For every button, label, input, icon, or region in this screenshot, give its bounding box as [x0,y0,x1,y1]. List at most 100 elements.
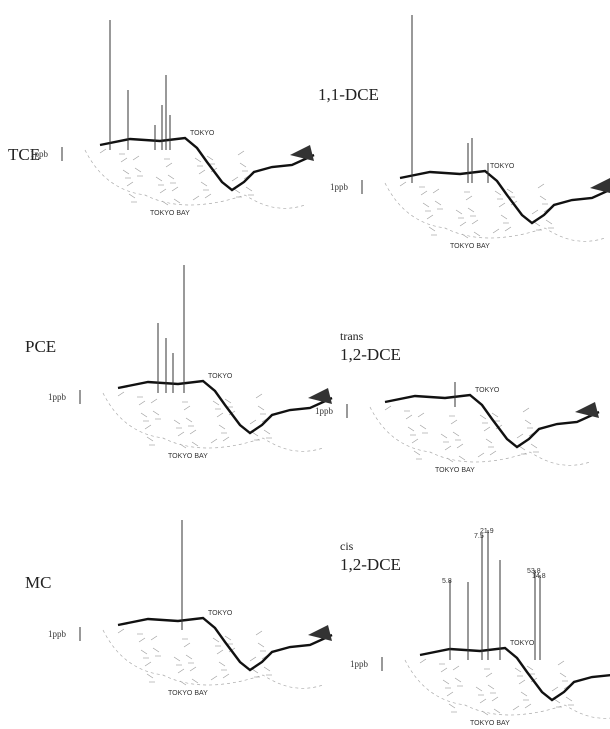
place-label: TOKYO [208,610,233,617]
land-stroke [492,697,498,701]
land-outline [103,630,323,688]
land-stroke [552,687,558,691]
land-stroke [118,629,124,633]
caption: TOKYO BAY [168,690,208,697]
land-stroke [118,392,124,396]
land-stroke [232,177,238,181]
coastline [118,381,332,433]
land-stroke [160,189,166,193]
place-label: TOKYO [510,640,535,647]
land-stroke [456,210,462,214]
land-stroke [211,439,217,443]
land-stroke [406,415,412,419]
land-stroke [515,668,521,672]
land-stroke [153,648,159,652]
land-stroke [217,650,223,654]
land-stroke [519,680,525,684]
land-stroke [538,184,544,188]
coastline [100,138,314,190]
land-stroke [486,673,492,677]
land-stroke [129,194,135,198]
land-stroke [540,196,546,200]
land-stroke [213,401,219,405]
land-stroke [429,227,435,231]
land-stroke [219,662,225,666]
land-stroke [256,631,262,635]
land-stroke [174,657,180,661]
title-line: trans [340,329,364,343]
land-stroke [466,196,472,200]
land-stroke [147,437,153,441]
land-outline [385,183,605,241]
land-stroke [178,432,184,436]
coastline [118,618,332,670]
scale-label: 1ppb [315,406,334,416]
caption: TOKYO BAY [470,720,510,727]
land-stroke [480,415,486,419]
land-stroke [133,156,139,160]
scale-label: 1ppb [350,659,369,669]
land-stroke [213,638,219,642]
land-stroke [468,208,474,212]
title-line: 1,2-DCE [340,345,401,364]
land-outline [370,407,590,465]
land-stroke [400,182,406,186]
land-stroke [190,430,196,434]
land-stroke [492,413,498,417]
figure: TCE1ppbTOKYOTOKYO BAY1,1-DCE 1ppb TOKYO TOK… [0,0,610,729]
land-stroke [207,156,213,160]
scale-label: 1ppb [30,149,49,159]
land-stroke [532,210,538,214]
panel-title: 1,1-DCE [318,85,379,104]
land-stroke [476,687,482,691]
land-stroke [264,667,270,671]
land-stroke [525,420,531,424]
land-stroke [453,666,459,670]
land-stroke [445,446,451,450]
caption: TOKYO BAY [168,453,208,460]
bay-tip [308,625,332,641]
land-outline [103,393,323,451]
caption: TOKYO BAY [450,243,490,250]
land-stroke [494,709,500,713]
place-label: TOKYO [208,373,233,380]
land-stroke [420,659,426,663]
spike-label: 14.8 [532,573,546,580]
land-stroke [480,699,486,703]
land-stroke [566,697,572,701]
land-stroke [472,220,478,224]
panel-title: trans 1,2-DCE [340,329,401,364]
land-stroke [127,182,133,186]
land-stroke [147,674,153,678]
land-stroke [252,432,258,436]
land-stroke [447,692,453,696]
land-stroke [121,158,127,162]
land-stroke [223,674,229,678]
land-stroke [554,699,560,703]
land-stroke [219,425,225,429]
land-stroke [135,168,141,172]
land-stroke [423,203,429,207]
land-stroke [455,678,461,682]
land-stroke [449,704,455,708]
land-stroke [201,182,207,186]
panel-title: PCE [25,337,56,356]
land-stroke [246,187,252,191]
panel-title: MC [25,573,51,592]
land-stroke [151,399,157,403]
place-label: TOKYO [475,387,500,394]
land-stroke [385,406,391,410]
land-stroke [418,413,424,417]
land-stroke [484,427,490,431]
land-stroke [168,175,174,179]
land-stroke [457,444,463,448]
land-stroke [217,413,223,417]
bay-tip [308,388,332,404]
land-stroke [186,655,192,659]
coastline [385,395,599,447]
land-outline [85,150,305,208]
land-stroke [225,399,231,403]
